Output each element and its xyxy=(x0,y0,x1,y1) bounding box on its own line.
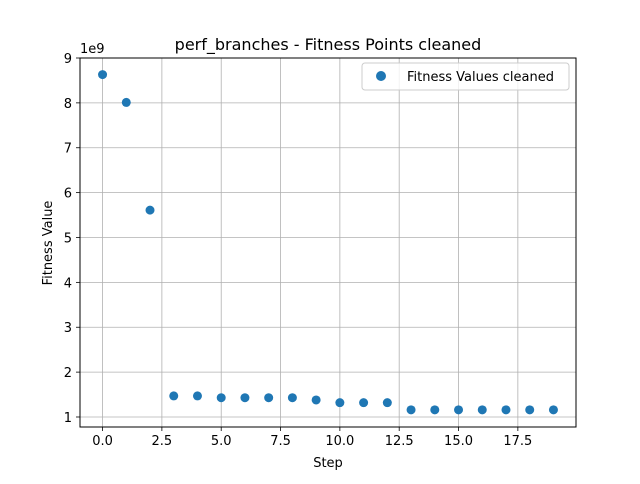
data-point xyxy=(287,393,297,403)
x-tick-label: 12.5 xyxy=(385,434,414,449)
data-point xyxy=(240,393,250,403)
x-tick-label: 15.0 xyxy=(444,434,473,449)
x-tick-label: 5.0 xyxy=(211,434,232,449)
data-point xyxy=(335,398,345,408)
data-point xyxy=(311,395,321,405)
x-tick-label: 2.5 xyxy=(152,434,173,449)
chart-title: perf_branches - Fitness Points cleaned xyxy=(175,35,482,55)
y-tick-label: 1 xyxy=(64,411,72,426)
data-point xyxy=(169,391,179,401)
data-point xyxy=(406,405,416,415)
y-tick-label: 4 xyxy=(64,276,72,291)
data-point xyxy=(145,205,155,215)
y-tick-label: 8 xyxy=(64,97,72,112)
y-axis-label: Fitness Value xyxy=(41,201,56,286)
data-point xyxy=(98,70,108,80)
y-axis-multiplier: 1e9 xyxy=(80,42,105,57)
data-point xyxy=(121,97,131,107)
y-tick-label: 5 xyxy=(64,231,72,246)
y-tick-label: 2 xyxy=(64,366,72,381)
data-points xyxy=(98,70,558,415)
x-tick-label: 7.5 xyxy=(270,434,291,449)
data-point xyxy=(192,391,202,401)
data-point xyxy=(382,398,392,408)
legend-marker xyxy=(376,71,386,81)
y-tick-label: 9 xyxy=(64,52,72,67)
data-point xyxy=(359,398,369,408)
legend-box xyxy=(361,62,570,91)
data-point xyxy=(525,405,535,415)
x-tick-label: 10.0 xyxy=(325,434,354,449)
grid-lines xyxy=(80,57,576,427)
data-point xyxy=(548,405,558,415)
data-point xyxy=(454,405,464,415)
legend: Fitness Values cleaned xyxy=(361,62,570,91)
data-point xyxy=(264,393,274,403)
y-tick-label: 6 xyxy=(64,187,72,202)
data-point xyxy=(430,405,440,415)
x-axis-label: Step xyxy=(313,456,343,471)
legend-label: Fitness Values cleaned xyxy=(407,70,554,85)
y-tick-label: 3 xyxy=(64,321,72,336)
x-tick-label: 0.0 xyxy=(92,434,113,449)
data-point xyxy=(477,405,487,415)
data-point xyxy=(216,393,226,403)
plot-area-frame xyxy=(79,57,577,428)
data-point xyxy=(501,405,511,415)
axis-ticks: 0.0 2.5 5.0 7.5 10.0 12.5 15.0 17.5 1 2 3 4 5 6 7 8 9 xyxy=(64,52,533,449)
y-tick-label: 7 xyxy=(64,142,72,157)
x-tick-label: 17.5 xyxy=(503,434,532,449)
